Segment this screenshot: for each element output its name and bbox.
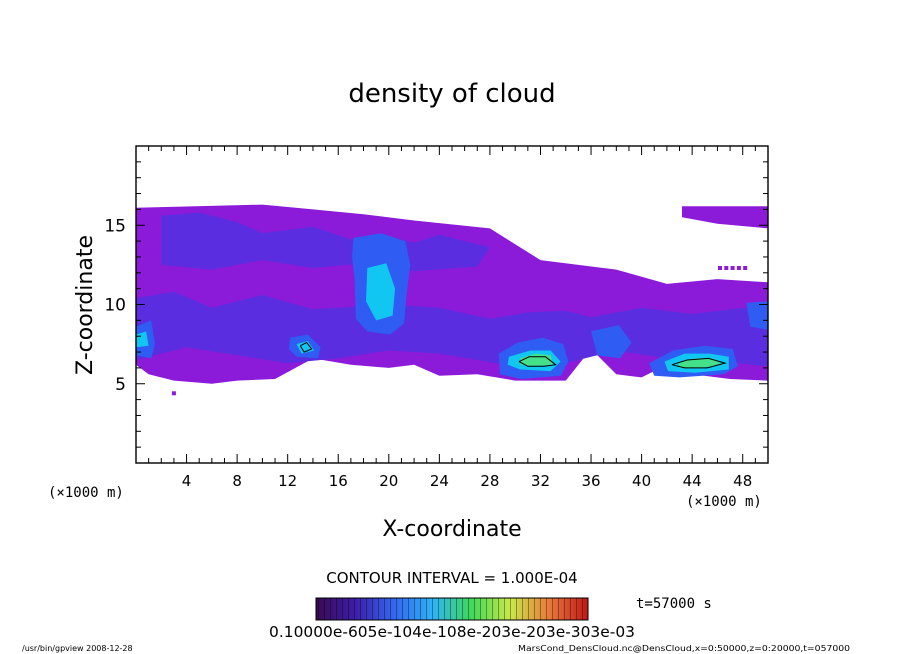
x-tick-label: 28	[480, 472, 499, 490]
footer-left: /usr/bin/gpview 2008-12-28	[22, 644, 133, 653]
density-region-level-4	[296, 341, 315, 354]
density-dot	[652, 288, 657, 293]
x-tick-label: 20	[379, 472, 398, 490]
density-dot	[730, 266, 735, 270]
x-tick-label: 4	[182, 472, 192, 490]
density-region-level-1	[682, 206, 768, 229]
contour-line	[299, 341, 313, 353]
time-label: t=57000 s	[636, 596, 712, 612]
density-region-level-4	[366, 263, 396, 321]
isolated-dots	[165, 266, 748, 396]
contour-line	[671, 357, 727, 369]
x-axis-label: X-coordinate	[382, 517, 521, 542]
x-unit-left: (×1000 m)	[48, 485, 124, 501]
density-region-level-5	[678, 358, 723, 368]
y-axis: 5 10 15	[104, 161, 768, 448]
contour-lines	[299, 341, 727, 369]
density-dot	[736, 266, 741, 270]
x-tick-label: 24	[430, 472, 449, 490]
cloud-density-regions	[136, 204, 768, 384]
x-axis: 4 8 12 16 20 24 28 32 36 40 44 48	[148, 146, 756, 490]
x-tick-label: 36	[581, 472, 600, 490]
density-dot	[171, 391, 176, 396]
density-dot	[718, 266, 722, 270]
density-dot	[165, 269, 170, 274]
x-tick-label: 40	[632, 472, 651, 490]
colorbar-stripes	[316, 598, 588, 620]
density-dot	[724, 266, 729, 270]
density-dot	[743, 266, 748, 270]
density-region-level-3	[746, 301, 768, 330]
density-dot	[677, 307, 682, 312]
x-tick-label: 8	[232, 472, 242, 490]
x-tick-label: 44	[683, 472, 702, 490]
contour-interval-text: CONTOUR INTERVAL = 1.000E-04	[326, 569, 577, 587]
colorbar-tick-labels: 0.10000e-605e-104e-108e-203e-203e-303e-0…	[269, 623, 635, 641]
x-tick-label: 32	[531, 472, 550, 490]
chart-title: density of cloud	[348, 79, 555, 109]
density-region-level-4	[136, 331, 149, 348]
density-region-level-3	[591, 325, 632, 359]
footer-right: MarsCond_DensCloud.nc@DensCloud,x=0:5000…	[518, 644, 850, 653]
y-tick-label: 5	[115, 375, 126, 395]
x-tick-label: 48	[733, 472, 752, 490]
density-dot	[444, 293, 449, 297]
x-tick-label: 16	[329, 472, 348, 490]
colorbar	[315, 597, 589, 621]
contour-line	[518, 356, 557, 367]
y-tick-label: 10	[104, 296, 126, 316]
colorbar-border	[315, 597, 589, 621]
y-axis-label: Z-coordinate	[73, 235, 98, 375]
x-unit-right: (×1000 m)	[686, 494, 762, 510]
y-tick-label: 15	[104, 216, 126, 236]
x-tick-label: 12	[278, 472, 297, 490]
